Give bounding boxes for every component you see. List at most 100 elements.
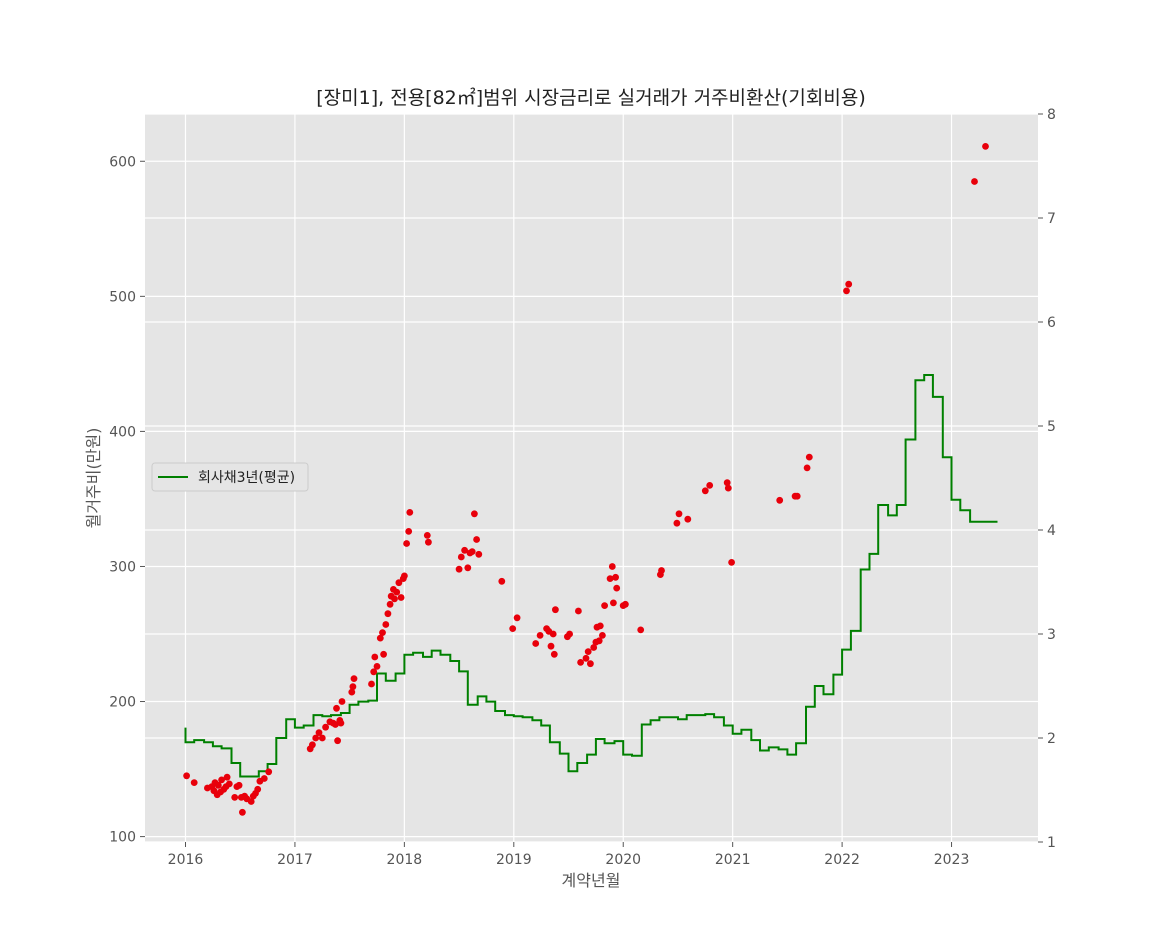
scatter-point: [601, 602, 608, 609]
x-tick-label: 2018: [387, 852, 423, 868]
scatter-point: [455, 565, 463, 573]
scatter-point: [401, 572, 408, 580]
scatter-point: [265, 768, 273, 776]
x-tick-label: 2019: [496, 852, 532, 868]
scatter-point: [457, 553, 465, 561]
scatter-point: [971, 178, 978, 185]
scatter-point: [622, 600, 629, 608]
scatter-point: [391, 595, 398, 603]
scatter-point: [395, 579, 403, 587]
scatter-point: [498, 577, 506, 585]
scatter-point: [701, 487, 709, 495]
scatter-point: [183, 772, 191, 780]
scatter-point: [845, 280, 853, 288]
y2-tick-label: 2: [1047, 731, 1056, 747]
scatter-point: [596, 622, 604, 630]
scatter-point: [509, 625, 517, 632]
scatter-point: [468, 548, 476, 555]
scatter-point: [239, 808, 246, 816]
scatter-point: [254, 785, 262, 793]
scatter-point: [379, 629, 386, 636]
y-axis-label: 월거주비(만원): [84, 428, 103, 529]
y2-tick-label: 6: [1047, 315, 1056, 331]
scatter-point: [566, 630, 573, 638]
scatter-point: [384, 610, 392, 618]
scatter-point: [397, 594, 405, 601]
x-tick-label: 2021: [715, 852, 751, 868]
scatter-point: [599, 632, 606, 639]
scatter-point: [461, 546, 468, 554]
scatter-point: [582, 654, 590, 662]
y-tick-label: 200: [109, 695, 136, 711]
scatter-point: [423, 532, 431, 539]
y2-tick-label: 3: [1047, 627, 1056, 643]
grid-lines: [145, 113, 1038, 843]
scatter-point: [334, 737, 341, 745]
y2-tick-label: 5: [1047, 419, 1056, 435]
scatter-point: [218, 776, 226, 784]
scatter-point: [590, 644, 598, 651]
x-tick-label: 2020: [605, 852, 641, 868]
scatter-point: [706, 482, 714, 489]
legend-label: 회사채3년(평균): [198, 470, 295, 486]
scatter-point: [333, 704, 340, 712]
scatter-point: [337, 719, 345, 727]
scatter-point: [473, 536, 480, 543]
scatter-point: [348, 688, 356, 696]
scatter-point: [610, 599, 617, 607]
scatter-point: [776, 496, 784, 504]
scatter-point: [606, 575, 614, 582]
scatter-point: [405, 528, 413, 535]
scatter-point: [595, 637, 603, 645]
scatter-point: [575, 607, 582, 615]
scatter-point: [223, 773, 231, 781]
y-tick-label: 300: [109, 559, 136, 575]
legend-box: [151, 462, 309, 492]
scatter-point: [550, 650, 558, 658]
y2-tick-label: 8: [1047, 107, 1056, 123]
x-tick-label: 2017: [277, 852, 313, 868]
scatter-point: [225, 780, 233, 788]
scatter-point: [613, 584, 621, 592]
scatter-point: [803, 464, 811, 472]
scatter-point: [338, 698, 346, 705]
scatter-point: [464, 564, 472, 572]
scatter-point: [577, 659, 584, 666]
scatter-point: [312, 734, 320, 742]
scatter-point: [235, 781, 243, 789]
y-tick-label: 400: [109, 424, 136, 440]
chart-title: [장미1], 전용[82㎡]범위 시장금리로 실거래가 거주비환산(기회비용): [316, 86, 865, 109]
scatter-point: [403, 540, 410, 547]
scatter-point: [675, 510, 683, 518]
scatter-point: [190, 779, 198, 786]
scatter-point: [373, 663, 381, 670]
scatter-point: [805, 453, 813, 461]
y-tick-label: 500: [109, 289, 136, 305]
scatter-point: [425, 538, 432, 546]
y-tick-label: 100: [109, 830, 136, 846]
scatter-point: [318, 734, 326, 742]
y2-tick-label: 4: [1047, 523, 1056, 539]
scatter-point: [349, 683, 357, 691]
scatter-point: [982, 143, 989, 150]
scatter-point: [612, 573, 619, 581]
scatter-point: [380, 650, 387, 658]
scatter-point: [723, 479, 731, 487]
scatter-point: [843, 287, 850, 295]
scatter-point: [350, 675, 358, 682]
x-axis-label: 계약년월: [562, 871, 621, 890]
scatter-point: [214, 781, 222, 789]
scatter-point: [658, 567, 665, 574]
scatter-point: [471, 510, 478, 518]
x-tick-label: 2023: [934, 852, 970, 868]
scatter-point: [370, 668, 378, 676]
scatter-point: [322, 723, 329, 731]
scatter-point: [309, 741, 316, 749]
scatter-point: [793, 492, 801, 500]
scatter-point: [549, 630, 557, 638]
y2-tick-label: 7: [1047, 211, 1056, 227]
scatter-point: [608, 563, 616, 570]
scatter-point: [532, 640, 540, 647]
scatter-series-layer: [183, 143, 989, 816]
